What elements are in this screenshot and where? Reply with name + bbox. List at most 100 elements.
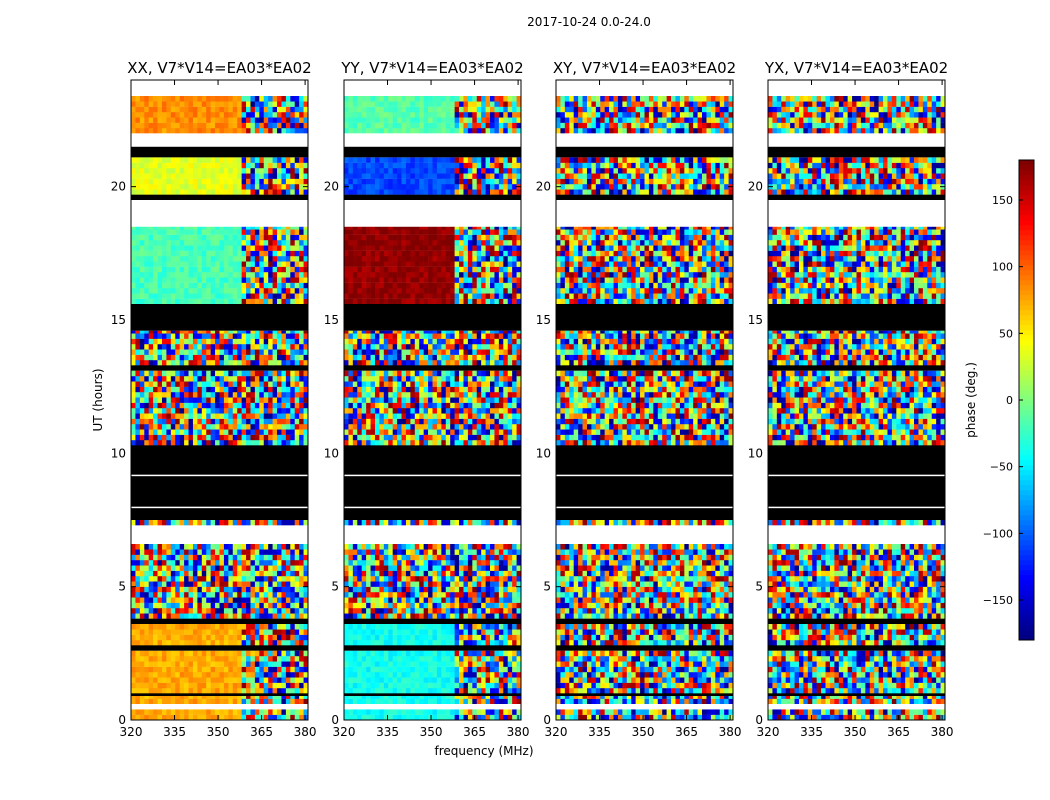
heat-cell: [379, 549, 384, 555]
heat-cell: [353, 677, 358, 683]
heat-cell: [450, 699, 455, 705]
heat-cell: [149, 520, 154, 526]
heat-cell: [477, 608, 482, 614]
heat-cell: [233, 549, 238, 555]
heat-cell: [255, 256, 260, 262]
heat-cell: [189, 429, 194, 435]
heat-cell: [175, 184, 180, 190]
heat-cell: [415, 656, 420, 662]
heat-cell: [290, 440, 295, 446]
heat-cell: [459, 677, 464, 683]
heat-cell: [206, 117, 211, 123]
heat-cell: [353, 392, 358, 398]
heat-cell: [503, 520, 508, 526]
heat-cell: [455, 571, 460, 577]
heat-cell: [268, 683, 273, 689]
heat-cell: [406, 587, 411, 593]
heat-cell: [437, 715, 442, 721]
heat-cell: [193, 603, 198, 609]
heat-cell: [193, 344, 198, 350]
heat-cell: [206, 635, 211, 641]
heat-cell: [189, 371, 194, 377]
heat-cell: [468, 635, 473, 641]
heat-cell: [140, 688, 145, 694]
heat-cell: [189, 435, 194, 441]
heat-cell: [220, 360, 225, 366]
heat-cell: [224, 549, 229, 555]
heat-cell: [503, 688, 508, 694]
heat-cell: [184, 677, 189, 683]
heat-cell: [215, 581, 220, 587]
heat-cell: [233, 656, 238, 662]
heat-cell: [144, 571, 149, 577]
heat-cell: [158, 381, 163, 387]
heat-cell: [171, 112, 176, 118]
heat-cell: [233, 117, 238, 123]
heat-cell: [197, 349, 202, 355]
heat-cell: [375, 555, 380, 561]
heat-cell: [459, 603, 464, 609]
heat-cell: [455, 699, 460, 705]
heat-cell: [371, 520, 376, 526]
heat-cell: [220, 629, 225, 635]
heat-cell: [202, 123, 207, 129]
heat-cell: [215, 549, 220, 555]
heat-cell: [171, 651, 176, 657]
heat-cell: [406, 440, 411, 446]
heat-cell: [175, 571, 180, 577]
heat-cell: [371, 435, 376, 441]
heat-cell: [224, 371, 229, 377]
heat-cell: [171, 613, 176, 619]
heat-cell: [348, 624, 353, 630]
heat-cell: [140, 283, 145, 289]
heat-cell: [206, 587, 211, 593]
heat-cell: [246, 565, 251, 571]
heat-cell: [206, 544, 211, 550]
heat-cell: [233, 696, 238, 699]
heat-cell: [402, 613, 407, 619]
heat-cell: [295, 112, 300, 118]
heat-cell: [233, 371, 238, 377]
heat-cell: [255, 240, 260, 246]
heat-cell: [184, 128, 189, 134]
heat-cell: [211, 403, 216, 409]
heat-cell: [233, 581, 238, 587]
heat-cell: [135, 699, 140, 705]
heat-cell: [472, 397, 477, 403]
heat-cell: [410, 408, 415, 414]
heat-cell: [144, 256, 149, 262]
heat-cell: [428, 435, 433, 441]
heat-cell: [211, 520, 216, 526]
heat-cell: [424, 597, 429, 603]
heat-cell: [162, 565, 167, 571]
heat-cell: [233, 424, 238, 430]
heat-cell: [424, 381, 429, 387]
heat-cell: [135, 107, 140, 113]
heat-cell: [490, 672, 495, 678]
heat-cell: [281, 123, 286, 129]
heat-cell: [268, 339, 273, 345]
heat-cell: [175, 635, 180, 641]
heat-cell: [273, 339, 278, 345]
heat-cell: [202, 688, 207, 694]
heat-cell: [428, 408, 433, 414]
heat-cell: [189, 440, 194, 446]
heat-cell: [175, 667, 180, 673]
heat-cell: [211, 227, 216, 230]
heat-cell: [189, 299, 194, 305]
heat-cell: [264, 173, 269, 179]
heat-cell: [153, 331, 158, 334]
heat-cell: [424, 624, 429, 630]
heat-cell: [171, 555, 176, 561]
heat-cell: [189, 576, 194, 582]
heat-cell: [503, 560, 508, 566]
heat-cell: [149, 168, 154, 174]
heat-cell: [135, 419, 140, 425]
heat-cell: [193, 256, 198, 262]
heat-cell: [189, 360, 194, 366]
heat-cell: [264, 651, 269, 657]
heat-cell: [450, 403, 455, 409]
heat-cell: [472, 571, 477, 577]
heat-cell: [233, 640, 238, 646]
heat-cell: [299, 715, 304, 721]
